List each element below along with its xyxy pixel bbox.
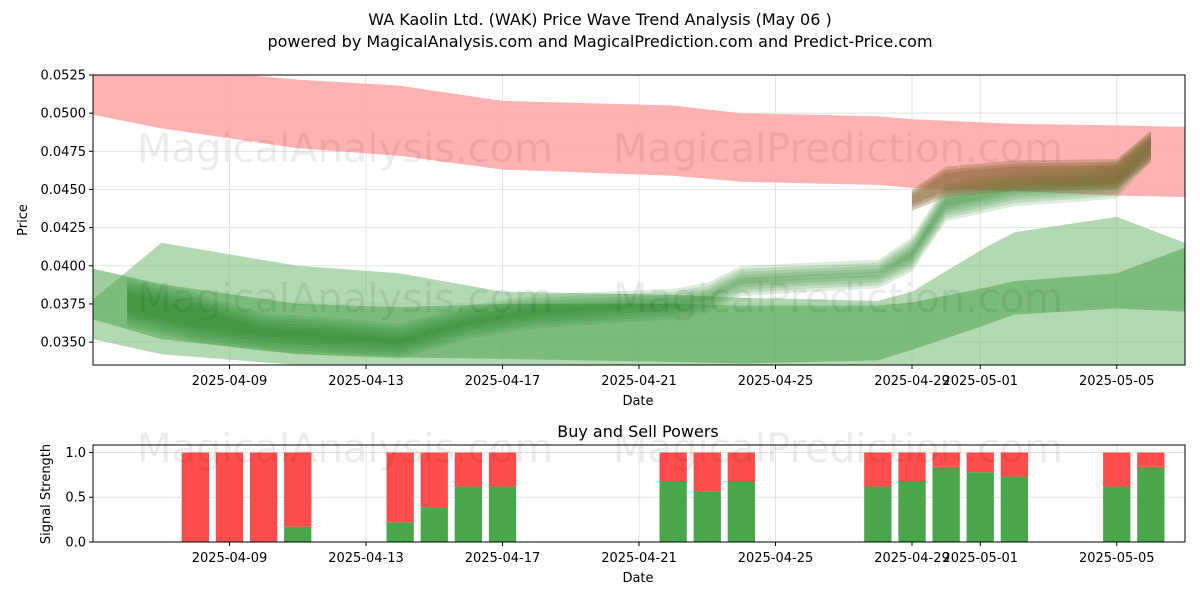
buy-wave-band-mid <box>93 247 1185 364</box>
sell-power-bar <box>454 452 482 487</box>
sell-power-bar <box>659 452 687 482</box>
buy-wave-band-core <box>127 139 1151 353</box>
sell-power-bar <box>1000 452 1028 477</box>
price-x-tick-label: 2025-05-05 <box>1079 374 1155 389</box>
sell-power-bar <box>181 452 209 542</box>
watermark-left: MagicalAnalysis.com <box>137 126 553 172</box>
signal-x-tick-label: 2025-05-01 <box>942 551 1018 566</box>
signal-bars <box>181 452 1165 542</box>
sell-power-bar <box>215 452 244 542</box>
buy-power-bar <box>898 482 926 542</box>
buy-power-bar <box>864 486 892 542</box>
signal-x-tick-label: 2025-04-25 <box>738 551 814 566</box>
price-watermarks: MagicalAnalysis.com MagicalPrediction.co… <box>137 126 1063 322</box>
price-x-tick-label: 2025-04-17 <box>465 374 541 389</box>
buy-wave-band-core <box>127 145 1151 359</box>
signal-y-axis-label: Signal Strength <box>39 444 54 544</box>
signal-watermarks: MagicalAnalysis.com MagicalPrediction.co… <box>137 426 1063 472</box>
signal-x-tick-label: 2025-04-29 <box>874 551 950 566</box>
buy-power-bar <box>966 472 994 542</box>
signal-x-axis-label: Date <box>622 571 653 586</box>
buy-power-bar <box>386 522 414 542</box>
buy-power-bar <box>1103 486 1131 542</box>
buy-wave-band-core <box>127 133 1151 347</box>
watermark-right-2: MagicalPrediction.com <box>613 276 1063 322</box>
price-axes: 2025-04-09 2025-04-13 2025-04-17 2025-04-21… <box>41 69 1155 390</box>
buy-power-bar <box>727 482 755 542</box>
buy-wave-band-core <box>127 130 1151 344</box>
signal-y-tick-label: 0.0 <box>65 536 86 551</box>
price-x-tick-label: 2025-04-13 <box>328 374 404 389</box>
buy-wave-band-core <box>127 142 1151 356</box>
buy-power-bar <box>1137 466 1165 542</box>
sell-power-bar <box>932 452 960 467</box>
sell-power-bar <box>898 452 926 482</box>
buy-power-bar <box>932 466 960 542</box>
watermark-bottom-left: MagicalAnalysis.com <box>137 426 553 472</box>
price-x-tick-label: 2025-04-25 <box>738 374 814 389</box>
price-y-tick-label: 0.0500 <box>41 107 87 122</box>
price-x-tick-label: 2025-05-01 <box>942 374 1018 389</box>
sell-power-bar <box>420 452 448 508</box>
chart-subtitle: powered by MagicalAnalysis.com and Magic… <box>267 32 932 51</box>
sell-power-bar <box>386 452 414 523</box>
price-y-axis-label: Price <box>16 204 31 236</box>
price-y-tick-label: 0.0425 <box>41 221 87 236</box>
sell-power-bar <box>1137 452 1165 467</box>
buy-power-bar <box>284 526 312 542</box>
convergence-band <box>912 137 1151 211</box>
signal-x-tick-label: 2025-05-05 <box>1079 551 1155 566</box>
signal-x-tick-label: 2025-04-09 <box>192 551 268 566</box>
sell-power-bar <box>966 452 994 473</box>
watermark-right: MagicalPrediction.com <box>613 126 1063 172</box>
price-y-tick-label: 0.0350 <box>41 336 87 351</box>
signal-x-tick-label: 2025-04-17 <box>465 551 541 566</box>
price-x-axis-label: Date <box>622 394 653 409</box>
sell-wave-band <box>93 75 1185 198</box>
signal-x-tick-label: 2025-04-13 <box>328 551 404 566</box>
band-layer <box>93 75 1185 365</box>
signal-y-tick-label: 0.5 <box>65 491 86 506</box>
buy-power-bar <box>659 482 687 542</box>
signal-chart-title: Buy and Sell Powers <box>557 422 719 441</box>
price-y-tick-label: 0.0450 <box>41 183 87 198</box>
price-x-tick-label: 2025-04-29 <box>874 374 950 389</box>
buy-power-bar <box>693 491 721 542</box>
buy-power-bar <box>420 507 448 542</box>
sell-power-bar <box>693 452 721 492</box>
sell-power-bar <box>1103 452 1131 487</box>
buy-power-bar <box>1000 476 1028 542</box>
convergence-band <box>912 131 1151 205</box>
buy-power-bar <box>488 486 517 542</box>
chart-title: WA Kaolin Ltd. (WAK) Price Wave Trend An… <box>368 10 831 29</box>
price-bands <box>93 75 1185 365</box>
buy-power-bar <box>454 486 482 542</box>
price-y-tick-label: 0.0400 <box>41 259 87 274</box>
price-y-tick-label: 0.0375 <box>41 297 87 312</box>
watermark-bottom-right: MagicalPrediction.com <box>613 426 1063 472</box>
sell-power-bar <box>250 452 278 542</box>
signal-axes: 2025-04-09 2025-04-13 2025-04-17 2025-04-21… <box>65 446 1154 566</box>
convergence-band <box>912 134 1151 208</box>
signal-y-tick-label: 1.0 <box>65 446 86 461</box>
sell-power-bar <box>284 452 312 527</box>
price-y-tick-label: 0.0525 <box>41 69 87 84</box>
price-x-tick-label: 2025-04-09 <box>192 374 268 389</box>
price-x-tick-label: 2025-04-21 <box>601 374 677 389</box>
watermark-left-2: MagicalAnalysis.com <box>137 276 553 322</box>
sell-power-bar <box>864 452 892 487</box>
price-y-tick-label: 0.0475 <box>41 145 87 160</box>
buy-wave-band-core <box>127 136 1151 350</box>
signal-x-tick-label: 2025-04-21 <box>601 551 677 566</box>
sell-power-bar <box>488 452 517 487</box>
sell-power-bar <box>727 452 755 482</box>
